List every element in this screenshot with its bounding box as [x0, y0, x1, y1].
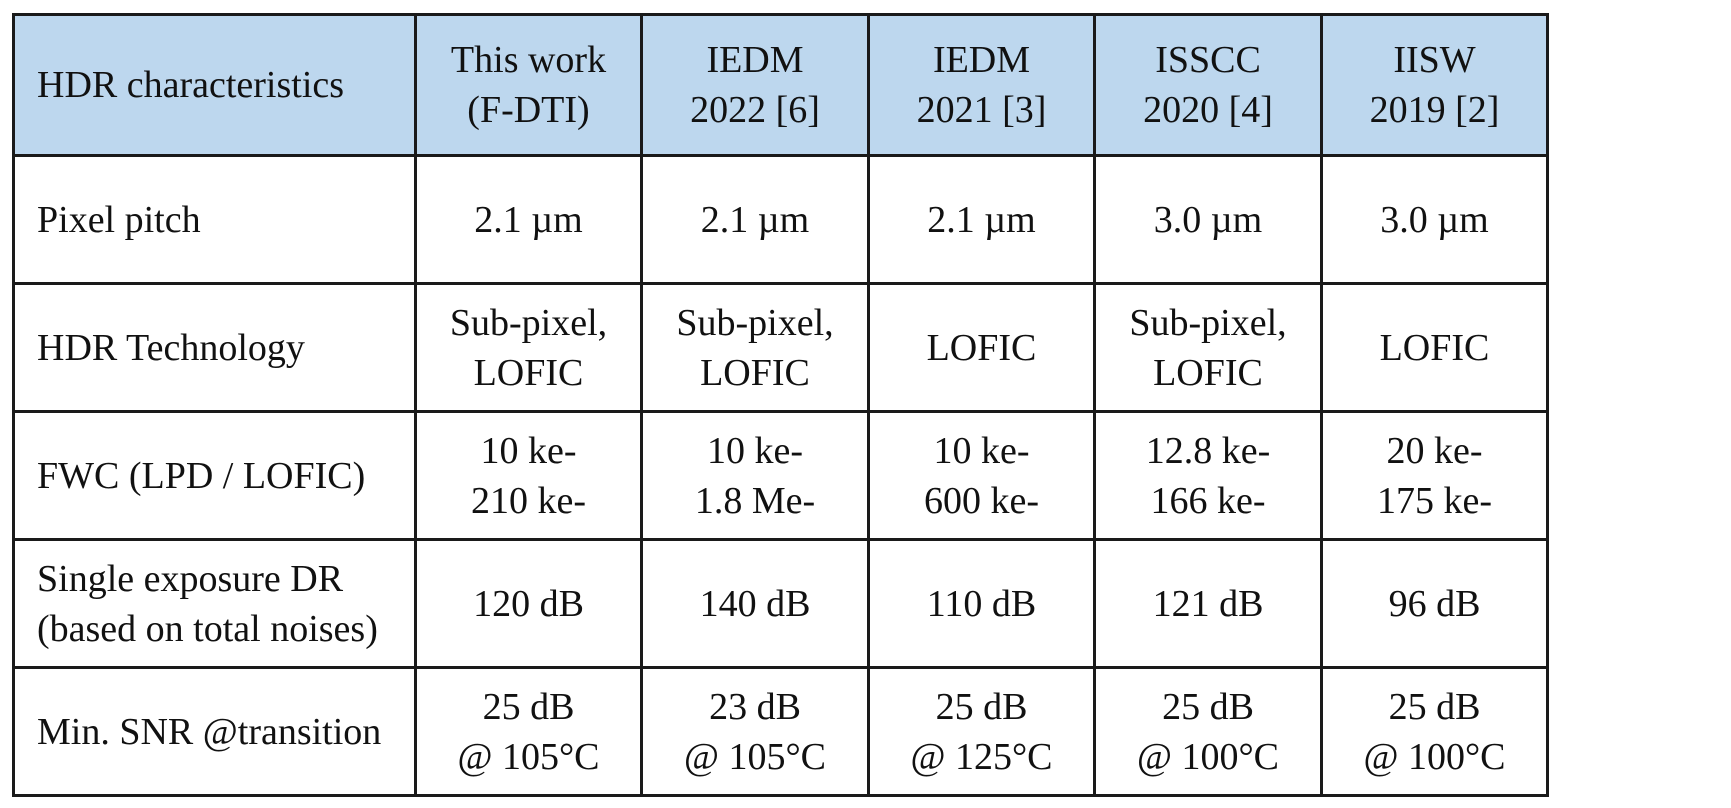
cell-hdr-technology-isscc-2020: Sub-pixel, LOFIC: [1093, 282, 1323, 413]
cell-line: 210 ke-: [470, 479, 587, 522]
row-label-line: Pixel pitch: [37, 198, 201, 241]
cell-single-exposure-dr-iedm-2022: 140 dB: [640, 538, 870, 669]
cell-line: Sub-pixel,: [449, 301, 608, 344]
row-label-line: HDR Technology: [37, 326, 305, 369]
header-line: IEDM: [932, 39, 1031, 81]
cell-line: LOFIC: [700, 351, 810, 394]
cell-pixel-pitch-isscc-2020: 3.0 µm: [1093, 154, 1323, 285]
cell-line: 23 dB: [709, 685, 801, 728]
cell-min-snr-this-work: 25 dB @ 105°C: [414, 666, 643, 797]
cell-line: 96 dB: [1388, 582, 1481, 625]
row-label-hdr-technology: HDR Technology: [12, 282, 417, 413]
header-row-label: HDR characteristics: [12, 13, 417, 157]
cell-min-snr-isscc-2020: 25 dB @ 100°C: [1093, 666, 1323, 797]
row-label-min-snr: Min. SNR @transition: [12, 666, 417, 797]
row-label-single-exposure-dr: Single exposure DR (based on total noises…: [12, 538, 417, 669]
header-line: ISSCC: [1155, 39, 1261, 81]
cell-line: LOFIC: [473, 351, 584, 394]
cell-single-exposure-dr-isscc-2020: 121 dB: [1093, 538, 1323, 669]
row-label-line: FWC (LPD / LOFIC): [37, 454, 366, 497]
header-line: This work: [450, 39, 607, 81]
header-iisw-2019: IISW 2019 [2]: [1320, 13, 1549, 157]
header-isscc-2020: ISSCC 2020 [4]: [1093, 13, 1323, 157]
cell-single-exposure-dr-this-work: 120 dB: [414, 538, 643, 669]
cell-fwc-iisw-2019: 20 ke- 175 ke-: [1320, 410, 1549, 541]
cell-line: 140 dB: [699, 582, 811, 625]
cell-min-snr-iedm-2022: 23 dB @ 105°C: [640, 666, 870, 797]
cell-line: 121 dB: [1152, 582, 1264, 625]
cell-line: 10 ke-: [706, 429, 804, 472]
cell-line: 25 dB: [1388, 685, 1481, 728]
cell-line: 25 dB: [482, 685, 575, 728]
table-row-fwc: FWC (LPD / LOFIC) 10 ke- 210 ke- 10 ke- 1.8 …: [12, 410, 1549, 541]
header-line: (F-DTI): [467, 89, 590, 131]
header-line: 2022 [6]: [690, 89, 820, 131]
cell-line: 12.8 ke-: [1145, 429, 1271, 472]
table-header-row: HDR characteristics This work (F-DTI) IE…: [12, 13, 1549, 157]
cell-line: 1.8 Me-: [694, 479, 816, 522]
cell-line: Sub-pixel,: [676, 301, 834, 344]
cell-line: 600 ke-: [923, 479, 1040, 522]
cell-hdr-technology-iedm-2021: LOFIC: [867, 282, 1096, 413]
cell-line: 110 dB: [926, 582, 1037, 625]
cell-line: @ 105°C: [683, 735, 827, 778]
header-iedm-2022: IEDM 2022 [6]: [640, 13, 870, 157]
table-row-min-snr: Min. SNR @transition 25 dB @ 105°C 23 dB @ 1…: [12, 666, 1549, 797]
cell-line: LOFIC: [1153, 351, 1263, 394]
header-line: 2020 [4]: [1143, 89, 1273, 131]
row-label-fwc: FWC (LPD / LOFIC): [12, 410, 417, 541]
cell-line: 10 ke-: [480, 429, 577, 472]
cell-min-snr-iisw-2019: 25 dB @ 100°C: [1320, 666, 1549, 797]
cell-line: @ 125°C: [910, 735, 1053, 778]
table-row-single-exposure-dr: Single exposure DR (based on total noises…: [12, 538, 1549, 669]
table-body: Pixel pitch 2.1 µm 2.1 µm 2.1 µm 3.0 µm 3.0 µ…: [12, 154, 1549, 797]
cell-line: 2.1 µm: [700, 198, 810, 241]
cell-line: 20 ke-: [1386, 429, 1483, 472]
cell-line: 120 dB: [473, 582, 584, 625]
cell-pixel-pitch-this-work: 2.1 µm: [414, 154, 643, 285]
cell-pixel-pitch-iisw-2019: 3.0 µm: [1320, 154, 1549, 285]
cell-line: LOFIC: [1379, 326, 1490, 369]
cell-line: LOFIC: [926, 326, 1037, 369]
cell-line: 25 dB: [935, 685, 1028, 728]
cell-line: 3.0 µm: [1153, 198, 1263, 241]
header-line: IEDM: [706, 39, 804, 81]
row-label-line: (based on total noises): [37, 607, 378, 650]
cell-line: @ 100°C: [1363, 735, 1506, 778]
cell-line: @ 105°C: [457, 735, 600, 778]
row-label-pixel-pitch: Pixel pitch: [12, 154, 417, 285]
header-line: IISW: [1393, 39, 1476, 81]
cell-line: 2.1 µm: [927, 198, 1036, 241]
cell-line: Sub-pixel,: [1129, 301, 1287, 344]
table-row-pixel-pitch: Pixel pitch 2.1 µm 2.1 µm 2.1 µm 3.0 µm 3.0 µ…: [12, 154, 1549, 285]
cell-fwc-iedm-2021: 10 ke- 600 ke-: [867, 410, 1096, 541]
cell-hdr-technology-iisw-2019: LOFIC: [1320, 282, 1549, 413]
cell-hdr-technology-iedm-2022: Sub-pixel, LOFIC: [640, 282, 870, 413]
comparison-table-container: HDR characteristics This work (F-DTI) IE…: [12, 13, 1549, 797]
header-this-work: This work (F-DTI): [414, 13, 643, 157]
header-iedm-2021: IEDM 2021 [3]: [867, 13, 1096, 157]
row-label-line: Min. SNR @transition: [37, 710, 382, 753]
cell-line: 175 ke-: [1376, 479, 1493, 522]
cell-line: @ 100°C: [1136, 735, 1280, 778]
cell-line: 2.1 µm: [474, 198, 583, 241]
table-row-hdr-technology: HDR Technology Sub-pixel, LOFIC Sub-pixel, L…: [12, 282, 1549, 413]
cell-pixel-pitch-iedm-2022: 2.1 µm: [640, 154, 870, 285]
cell-line: 166 ke-: [1150, 479, 1266, 522]
cell-fwc-isscc-2020: 12.8 ke- 166 ke-: [1093, 410, 1323, 541]
hdr-comparison-table: HDR characteristics This work (F-DTI) IE…: [12, 13, 1549, 797]
cell-line: 3.0 µm: [1380, 198, 1489, 241]
cell-line: 10 ke-: [933, 429, 1030, 472]
cell-single-exposure-dr-iedm-2021: 110 dB: [867, 538, 1096, 669]
row-label-line: Single exposure DR: [37, 557, 344, 600]
cell-fwc-this-work: 10 ke- 210 ke-: [414, 410, 643, 541]
cell-fwc-iedm-2022: 10 ke- 1.8 Me-: [640, 410, 870, 541]
header-line: 2021 [3]: [916, 89, 1047, 131]
cell-min-snr-iedm-2021: 25 dB @ 125°C: [867, 666, 1096, 797]
cell-single-exposure-dr-iisw-2019: 96 dB: [1320, 538, 1549, 669]
header-line: 2019 [2]: [1369, 89, 1500, 131]
cell-pixel-pitch-iedm-2021: 2.1 µm: [867, 154, 1096, 285]
cell-line: 25 dB: [1162, 685, 1254, 728]
cell-hdr-technology-this-work: Sub-pixel, LOFIC: [414, 282, 643, 413]
